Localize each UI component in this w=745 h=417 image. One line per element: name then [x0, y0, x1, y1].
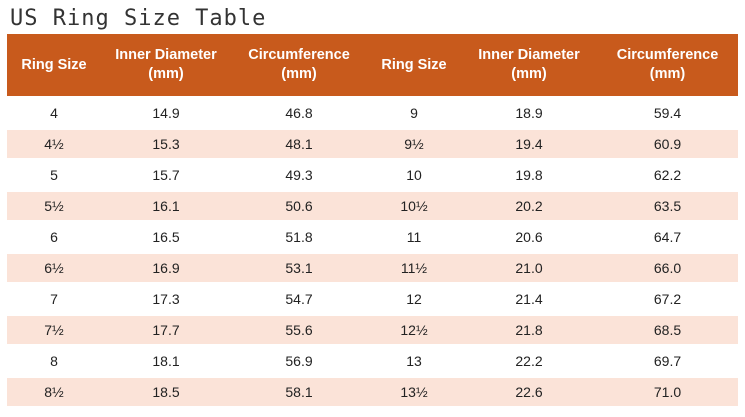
ring-size-cell: 12½ [367, 313, 461, 344]
ring-size-cell: 4 [7, 96, 101, 127]
table-row: 6 16.5 51.8 11 20.6 64.7 [7, 220, 738, 251]
ring-size-cell: 8 [7, 344, 101, 375]
header-row: Ring Size Inner Diameter (mm) Circumferen… [7, 34, 738, 96]
ring-size-cell: 10 [367, 158, 461, 189]
inner-diameter-cell: 20.2 [461, 189, 597, 220]
circumference-cell: 67.2 [597, 282, 738, 313]
circumference-cell: 63.5 [597, 189, 738, 220]
header-circumference-2: Circumference (mm) [597, 34, 738, 96]
circumference-cell: 68.5 [597, 313, 738, 344]
circumference-cell: 64.7 [597, 220, 738, 251]
inner-diameter-cell: 22.6 [461, 375, 597, 406]
table-row: 7 17.3 54.7 12 21.4 67.2 [7, 282, 738, 313]
header-ring-size-2: Ring Size [367, 34, 461, 96]
ring-size-cell: 11½ [367, 251, 461, 282]
inner-diameter-cell: 14.9 [101, 96, 231, 127]
circumference-cell: 46.8 [231, 96, 367, 127]
circumference-cell: 49.3 [231, 158, 367, 189]
ring-size-table: Ring Size Inner Diameter (mm) Circumferen… [7, 34, 738, 406]
ring-size-cell: 9½ [367, 127, 461, 158]
ring-size-cell: 5 [7, 158, 101, 189]
header-inner-diameter: Inner Diameter (mm) [101, 34, 231, 96]
inner-diameter-cell: 20.6 [461, 220, 597, 251]
ring-size-cell: 7½ [7, 313, 101, 344]
circumference-cell: 66.0 [597, 251, 738, 282]
circumference-cell: 62.2 [597, 158, 738, 189]
inner-diameter-cell: 16.1 [101, 189, 231, 220]
table-row: 5 15.7 49.3 10 19.8 62.2 [7, 158, 738, 189]
circumference-cell: 56.9 [231, 344, 367, 375]
table-row: 8½ 18.5 58.1 13½ 22.6 71.0 [7, 375, 738, 406]
inner-diameter-cell: 21.0 [461, 251, 597, 282]
inner-diameter-cell: 18.5 [101, 375, 231, 406]
table-row: 4 14.9 46.8 9 18.9 59.4 [7, 96, 738, 127]
page-title: US Ring Size Table [10, 6, 267, 31]
ring-size-cell: 11 [367, 220, 461, 251]
ring-size-cell: 7 [7, 282, 101, 313]
table-row: 8 18.1 56.9 13 22.2 69.7 [7, 344, 738, 375]
ring-size-cell: 8½ [7, 375, 101, 406]
inner-diameter-cell: 15.3 [101, 127, 231, 158]
circumference-cell: 58.1 [231, 375, 367, 406]
inner-diameter-cell: 17.3 [101, 282, 231, 313]
table-row: 7½ 17.7 55.6 12½ 21.8 68.5 [7, 313, 738, 344]
header-ring-size: Ring Size [7, 34, 101, 96]
inner-diameter-cell: 16.5 [101, 220, 231, 251]
ring-size-cell: 5½ [7, 189, 101, 220]
circumference-cell: 53.1 [231, 251, 367, 282]
ring-size-cell: 6 [7, 220, 101, 251]
table-row: 6½ 16.9 53.1 11½ 21.0 66.0 [7, 251, 738, 282]
table-row: 5½ 16.1 50.6 10½ 20.2 63.5 [7, 189, 738, 220]
ring-size-cell: 10½ [367, 189, 461, 220]
inner-diameter-cell: 19.8 [461, 158, 597, 189]
inner-diameter-cell: 21.8 [461, 313, 597, 344]
inner-diameter-cell: 15.7 [101, 158, 231, 189]
inner-diameter-cell: 22.2 [461, 344, 597, 375]
header-circumference: Circumference (mm) [231, 34, 367, 96]
circumference-cell: 50.6 [231, 189, 367, 220]
inner-diameter-cell: 16.9 [101, 251, 231, 282]
ring-size-cell: 4½ [7, 127, 101, 158]
circumference-cell: 48.1 [231, 127, 367, 158]
ring-size-cell: 13 [367, 344, 461, 375]
inner-diameter-cell: 18.1 [101, 344, 231, 375]
header-inner-diameter-2: Inner Diameter (mm) [461, 34, 597, 96]
circumference-cell: 69.7 [597, 344, 738, 375]
table-row: 4½ 15.3 48.1 9½ 19.4 60.9 [7, 127, 738, 158]
circumference-cell: 55.6 [231, 313, 367, 344]
ring-size-cell: 9 [367, 96, 461, 127]
inner-diameter-cell: 19.4 [461, 127, 597, 158]
circumference-cell: 71.0 [597, 375, 738, 406]
ring-size-cell: 6½ [7, 251, 101, 282]
circumference-cell: 54.7 [231, 282, 367, 313]
inner-diameter-cell: 17.7 [101, 313, 231, 344]
inner-diameter-cell: 18.9 [461, 96, 597, 127]
ring-size-cell: 13½ [367, 375, 461, 406]
circumference-cell: 59.4 [597, 96, 738, 127]
ring-size-cell: 12 [367, 282, 461, 313]
inner-diameter-cell: 21.4 [461, 282, 597, 313]
circumference-cell: 51.8 [231, 220, 367, 251]
circumference-cell: 60.9 [597, 127, 738, 158]
